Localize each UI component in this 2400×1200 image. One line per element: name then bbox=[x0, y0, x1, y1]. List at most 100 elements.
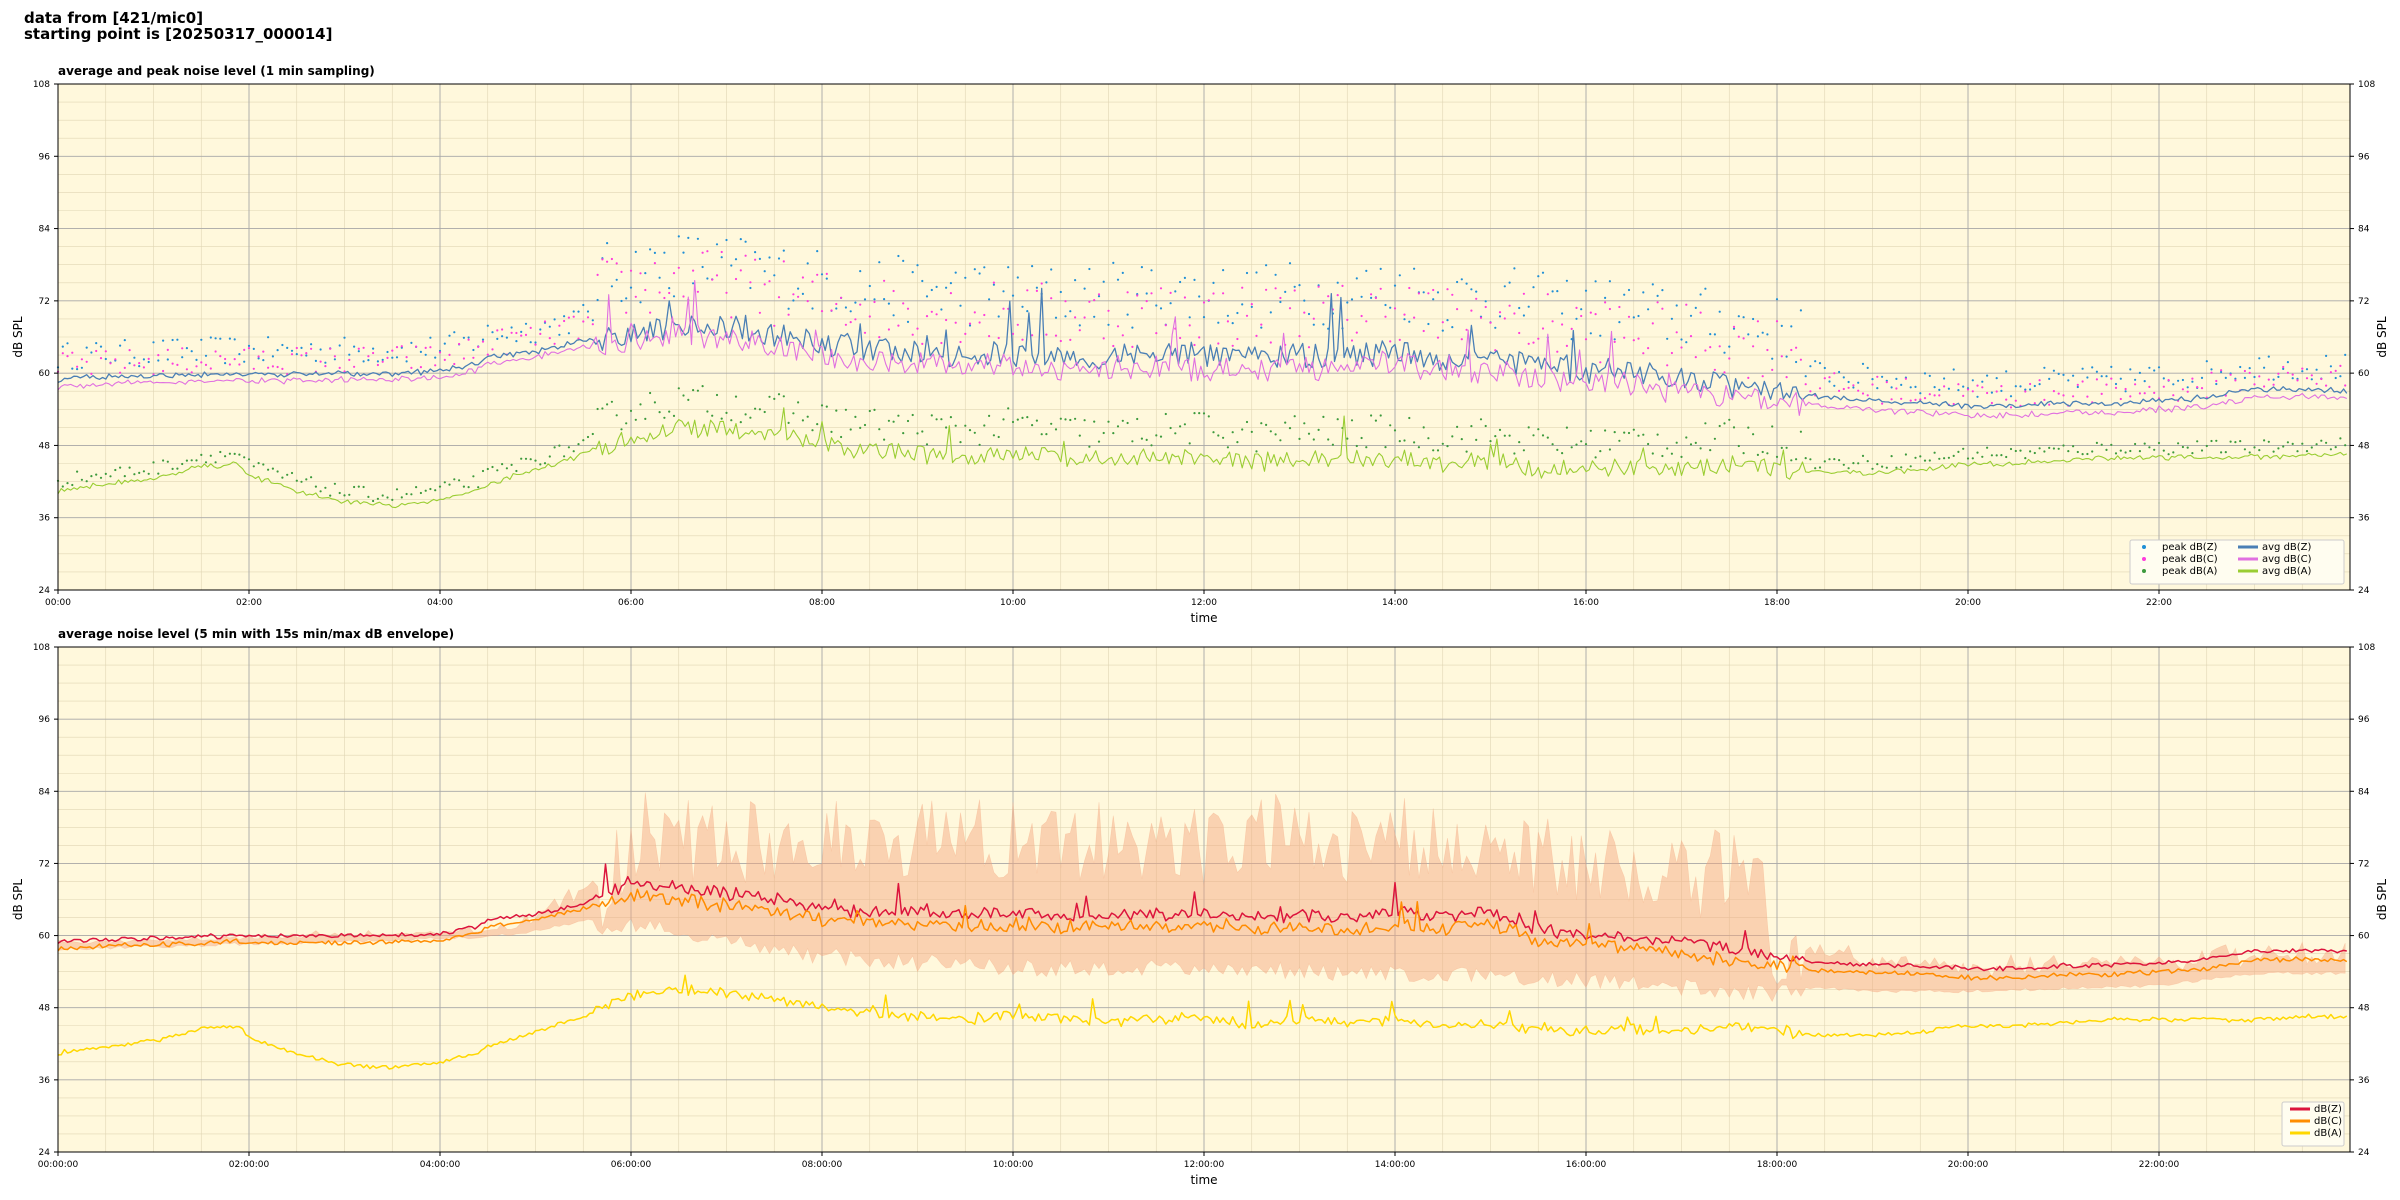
peak-dot bbox=[1121, 419, 1124, 422]
peak-dot bbox=[1241, 303, 1244, 306]
peak-dot bbox=[410, 341, 413, 344]
peak-dot bbox=[925, 443, 929, 446]
peak-dot bbox=[1604, 301, 1607, 304]
peak-dot bbox=[2033, 384, 2036, 388]
peak-dot bbox=[1785, 355, 1788, 358]
peak-dot bbox=[243, 360, 246, 363]
peak-dot bbox=[204, 363, 208, 366]
y-tick-label: 96 bbox=[39, 152, 51, 162]
peak-dot bbox=[1355, 444, 1358, 448]
peak-dot bbox=[1164, 412, 1167, 416]
peak-dot bbox=[1236, 311, 1239, 315]
peak-dot bbox=[1265, 423, 1268, 426]
peak-dot bbox=[2072, 395, 2075, 398]
peak-dot bbox=[1761, 375, 1764, 378]
peak-dot bbox=[2157, 366, 2161, 369]
peak-dot bbox=[133, 356, 136, 359]
y-axis-label-right: dB SPL bbox=[2375, 879, 2389, 921]
peak-dot bbox=[520, 457, 523, 460]
peak-dot bbox=[2181, 378, 2184, 382]
peak-dot bbox=[1112, 261, 1115, 264]
peak-dot bbox=[1532, 434, 1535, 437]
y-tick-label-right: 84 bbox=[2358, 787, 2370, 797]
peak-dot bbox=[1680, 338, 1683, 341]
peak-dot bbox=[539, 463, 542, 466]
peak-dot bbox=[228, 363, 231, 366]
peak-dot bbox=[1771, 368, 1774, 371]
peak-dot bbox=[1771, 425, 1774, 428]
peak-dot bbox=[1494, 349, 1497, 352]
peak-dot bbox=[2153, 391, 2156, 394]
peak-dot bbox=[734, 258, 738, 261]
peak-dot bbox=[419, 350, 422, 353]
peak-dot bbox=[501, 335, 504, 338]
peak-dot bbox=[1642, 433, 1645, 436]
peak-dot bbox=[1522, 314, 1525, 317]
peak-dot bbox=[305, 478, 308, 481]
peak-dot bbox=[629, 409, 633, 412]
peak-dot bbox=[1011, 294, 1015, 297]
peak-dot bbox=[887, 302, 891, 305]
peak-dot bbox=[2052, 447, 2055, 450]
legend-label: dB(C) bbox=[2314, 1116, 2342, 1127]
x-tick-label: 18:00 bbox=[1764, 598, 1790, 608]
peak-dot bbox=[1121, 271, 1124, 274]
peak-dot bbox=[739, 238, 742, 241]
peak-dot bbox=[1833, 372, 1836, 375]
peak-dot bbox=[152, 461, 155, 464]
peak-dot bbox=[224, 357, 227, 361]
peak-dot bbox=[2114, 452, 2118, 455]
peak-dot bbox=[2267, 440, 2270, 443]
peak-dot bbox=[629, 286, 633, 289]
peak-dot bbox=[992, 281, 996, 284]
peak-dot bbox=[123, 475, 126, 478]
peak-dot bbox=[1250, 430, 1253, 433]
peak-dot bbox=[224, 455, 227, 458]
peak-dot bbox=[792, 412, 795, 415]
peak-dot bbox=[1035, 289, 1038, 292]
peak-dot bbox=[467, 336, 470, 339]
peak-dot bbox=[262, 350, 265, 353]
peak-dot bbox=[711, 278, 714, 281]
peak-dot bbox=[2334, 369, 2337, 372]
peak-dot bbox=[190, 459, 193, 462]
peak-dot bbox=[458, 479, 461, 482]
peak-dot bbox=[262, 463, 265, 466]
peak-dot bbox=[1546, 293, 1549, 296]
peak-dot bbox=[1031, 265, 1034, 268]
peak-dot bbox=[539, 328, 542, 331]
peak-dot bbox=[1498, 311, 1502, 314]
peak-dot bbox=[935, 313, 938, 316]
peak-dot bbox=[1847, 467, 1850, 470]
peak-dot bbox=[1871, 383, 1874, 386]
peak-dot bbox=[806, 262, 809, 265]
peak-dot bbox=[2282, 365, 2285, 369]
peak-dot bbox=[1288, 307, 1292, 310]
peak-dot bbox=[1245, 314, 1249, 317]
peak-dot bbox=[424, 353, 427, 356]
peak-dot bbox=[2105, 383, 2108, 386]
peak-dot bbox=[362, 346, 365, 349]
peak-dot bbox=[1226, 314, 1229, 317]
peak-dot bbox=[1952, 368, 1955, 371]
peak-dot bbox=[2310, 446, 2313, 449]
peak-dot bbox=[1169, 291, 1172, 294]
peak-dot bbox=[2114, 386, 2118, 389]
peak-dot bbox=[1307, 346, 1311, 349]
y-tick-label-right: 96 bbox=[2358, 152, 2370, 162]
peak-dot bbox=[978, 272, 981, 275]
peak-dot bbox=[214, 350, 217, 353]
peak-dot bbox=[1685, 303, 1688, 306]
peak-dot bbox=[271, 467, 274, 470]
peak-dot bbox=[1398, 274, 1401, 277]
peak-dot bbox=[238, 453, 241, 456]
peak-dot bbox=[472, 356, 475, 359]
peak-dot bbox=[696, 237, 700, 240]
peak-dot bbox=[2043, 398, 2046, 401]
x-tick-label: 08:00:00 bbox=[802, 1160, 843, 1170]
peak-dot bbox=[1971, 379, 1974, 382]
peak-dot bbox=[1202, 301, 1206, 304]
peak-dot bbox=[133, 364, 136, 367]
peak-dot bbox=[123, 339, 126, 342]
peak-dot bbox=[491, 348, 494, 351]
